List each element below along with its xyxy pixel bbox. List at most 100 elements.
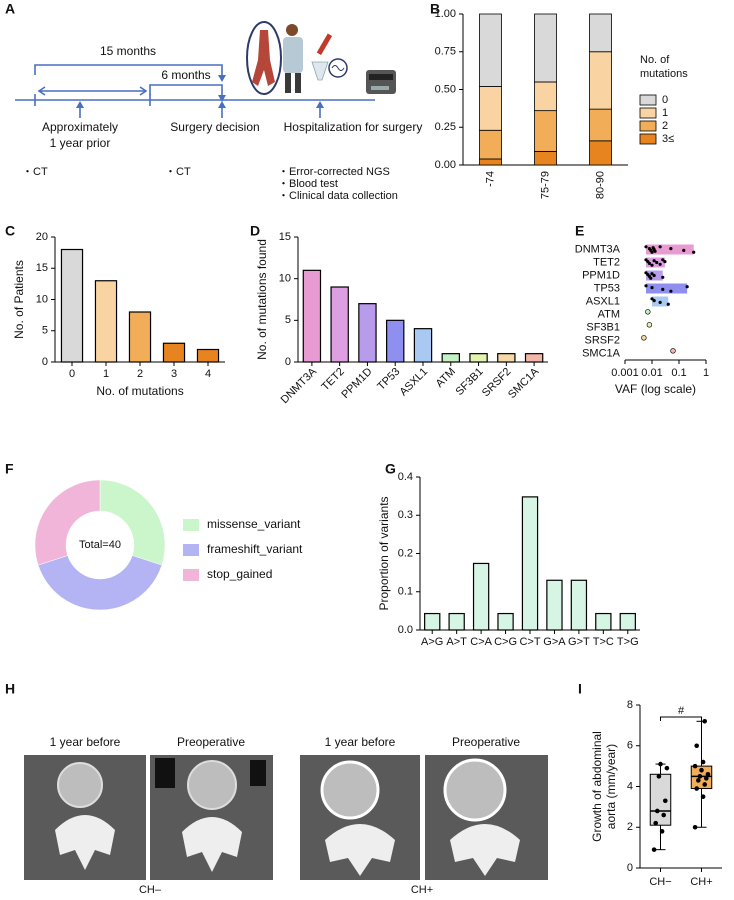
panel-label: H xyxy=(5,681,15,697)
y-tick-label: 15 xyxy=(279,231,291,243)
bar xyxy=(424,612,441,631)
bar-segment xyxy=(479,129,502,160)
x-tick-label: 1 xyxy=(703,367,709,379)
bar xyxy=(302,269,322,363)
legend-swatch xyxy=(639,120,657,132)
data-point xyxy=(650,263,654,267)
bar-segment xyxy=(479,86,502,131)
y-tick-label: 10 xyxy=(279,273,291,285)
image-caption: Preoperative xyxy=(177,735,245,749)
y-tick-label: 8 xyxy=(627,699,633,711)
image-caption: 1 year before xyxy=(50,735,121,749)
data-point xyxy=(651,847,657,852)
panel-label: G xyxy=(385,461,396,477)
group-label: CH+ xyxy=(411,884,433,896)
data-point xyxy=(702,782,707,787)
x-tick-label: T>G xyxy=(617,636,639,648)
legend-title: No. of xyxy=(640,54,670,66)
data-point xyxy=(658,262,662,266)
donut-slice xyxy=(99,479,166,566)
ct-image xyxy=(150,755,273,880)
x-tick-label: 0 xyxy=(69,368,75,380)
x-tick-label: 4 xyxy=(205,368,211,380)
legend-label: 1 xyxy=(662,107,668,119)
data-point xyxy=(644,284,648,288)
box xyxy=(649,773,672,826)
event-label: 1 year prior xyxy=(50,136,111,150)
x-axis-title: No. of mutations xyxy=(96,384,183,398)
data-point xyxy=(696,778,701,783)
event-label: Hospitalization for surgery xyxy=(284,120,423,134)
bar xyxy=(386,319,405,363)
data-point xyxy=(700,794,706,799)
x-tick-label: C>G xyxy=(494,636,517,648)
x-tick-label: A>G xyxy=(421,636,443,648)
legend-swatch xyxy=(639,133,657,145)
x-tick-label: ATM xyxy=(434,366,458,390)
data-point xyxy=(652,299,656,303)
bar-segment xyxy=(534,81,557,112)
bar xyxy=(497,353,516,363)
timeline-illustration xyxy=(15,64,375,118)
bar xyxy=(413,328,433,363)
data-point xyxy=(669,247,673,251)
y-tick-label: PPM1D xyxy=(582,269,620,281)
data-point xyxy=(699,767,704,773)
y-tick-label: 0.00 xyxy=(435,159,456,171)
y-tick-label: 10 xyxy=(36,293,48,305)
bar xyxy=(469,353,488,363)
data-point xyxy=(655,260,659,265)
group-label: CH– xyxy=(139,884,162,896)
y-axis-title: Growth of abdominal xyxy=(590,731,604,842)
duration-label: 15 months xyxy=(100,44,156,58)
y-tick-label: 0.2 xyxy=(398,547,413,559)
bar xyxy=(162,342,186,363)
legend-label: frameshift_variant xyxy=(207,542,303,556)
arrowheads xyxy=(76,75,324,108)
y-tick-label: 15 xyxy=(36,262,48,274)
ct-image xyxy=(300,755,420,880)
y-tick-label: 5 xyxy=(42,325,48,337)
legend-swatch xyxy=(639,94,657,106)
y-tick-label: TP53 xyxy=(594,282,620,294)
data-point xyxy=(692,250,696,254)
data-point xyxy=(650,286,654,290)
data-point xyxy=(659,829,665,834)
bar-segment xyxy=(534,13,557,83)
y-axis-title: No. of Patients xyxy=(12,260,26,339)
data-point xyxy=(653,820,658,826)
bar xyxy=(619,612,636,631)
panel-label: B xyxy=(430,1,440,17)
bar xyxy=(330,286,349,363)
x-tick-label: SF3B1 xyxy=(453,366,485,398)
annotation: # xyxy=(678,705,685,717)
data-point xyxy=(682,248,686,252)
y-tick-label: 20 xyxy=(36,231,48,243)
y-tick-label: 5 xyxy=(285,314,291,326)
data-point xyxy=(700,759,706,765)
panel-label: D xyxy=(250,223,260,239)
bar-segment xyxy=(589,13,612,53)
data-point xyxy=(705,771,711,777)
bar-segment xyxy=(589,140,612,166)
bar xyxy=(521,496,539,631)
legend-label: stop_gained xyxy=(207,567,272,581)
data-point xyxy=(694,786,699,791)
event-label: Surgery decision xyxy=(170,120,259,134)
y-axis-title: aorta (mm/year) xyxy=(604,744,618,829)
data-point xyxy=(664,765,670,771)
data-point xyxy=(649,276,653,280)
data-point xyxy=(658,761,663,767)
legend-swatch xyxy=(639,107,657,119)
panel-label: C xyxy=(5,223,15,239)
data-point xyxy=(669,289,673,293)
data-point xyxy=(661,812,666,818)
event-item: ・Error-corrected NGS xyxy=(278,166,390,178)
x-tick-label: PPM1D xyxy=(339,366,374,401)
y-tick-label: TET2 xyxy=(593,256,620,268)
x-tick-label: G>T xyxy=(568,636,590,648)
data-point xyxy=(655,808,660,814)
ct-image xyxy=(425,755,548,880)
y-tick-label: 2 xyxy=(627,821,633,833)
